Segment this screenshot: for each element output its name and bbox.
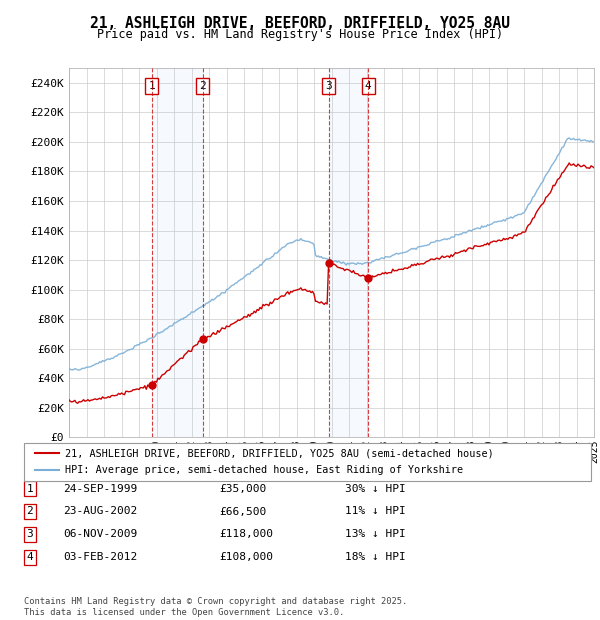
Text: 11% ↓ HPI: 11% ↓ HPI: [345, 507, 406, 516]
Text: HPI: Average price, semi-detached house, East Riding of Yorkshire: HPI: Average price, semi-detached house,…: [65, 466, 463, 476]
Text: 06-NOV-2009: 06-NOV-2009: [63, 529, 137, 539]
Text: 21, ASHLEIGH DRIVE, BEEFORD, DRIFFIELD, YO25 8AU: 21, ASHLEIGH DRIVE, BEEFORD, DRIFFIELD, …: [90, 16, 510, 30]
Text: 13% ↓ HPI: 13% ↓ HPI: [345, 529, 406, 539]
Text: 30% ↓ HPI: 30% ↓ HPI: [345, 484, 406, 494]
Text: 03-FEB-2012: 03-FEB-2012: [63, 552, 137, 562]
Text: 24-SEP-1999: 24-SEP-1999: [63, 484, 137, 494]
Text: 2: 2: [199, 81, 206, 91]
Text: 2: 2: [26, 507, 34, 516]
Text: 3: 3: [26, 529, 34, 539]
Text: 1: 1: [26, 484, 34, 494]
Bar: [329, 68, 368, 437]
Text: Contains HM Land Registry data © Crown copyright and database right 2025.
This d: Contains HM Land Registry data © Crown c…: [24, 598, 407, 617]
Text: £35,000: £35,000: [219, 484, 266, 494]
Text: Price paid vs. HM Land Registry's House Price Index (HPI): Price paid vs. HM Land Registry's House …: [97, 28, 503, 41]
Text: 4: 4: [365, 81, 371, 91]
Text: £108,000: £108,000: [219, 552, 273, 562]
Text: 23-AUG-2002: 23-AUG-2002: [63, 507, 137, 516]
Text: £66,500: £66,500: [219, 507, 266, 516]
Text: 21, ASHLEIGH DRIVE, BEEFORD, DRIFFIELD, YO25 8AU (semi-detached house): 21, ASHLEIGH DRIVE, BEEFORD, DRIFFIELD, …: [65, 448, 494, 458]
Text: 3: 3: [325, 81, 332, 91]
Text: £118,000: £118,000: [219, 529, 273, 539]
Text: 4: 4: [26, 552, 34, 562]
Text: 1: 1: [148, 81, 155, 91]
Bar: [152, 68, 203, 437]
Text: 18% ↓ HPI: 18% ↓ HPI: [345, 552, 406, 562]
